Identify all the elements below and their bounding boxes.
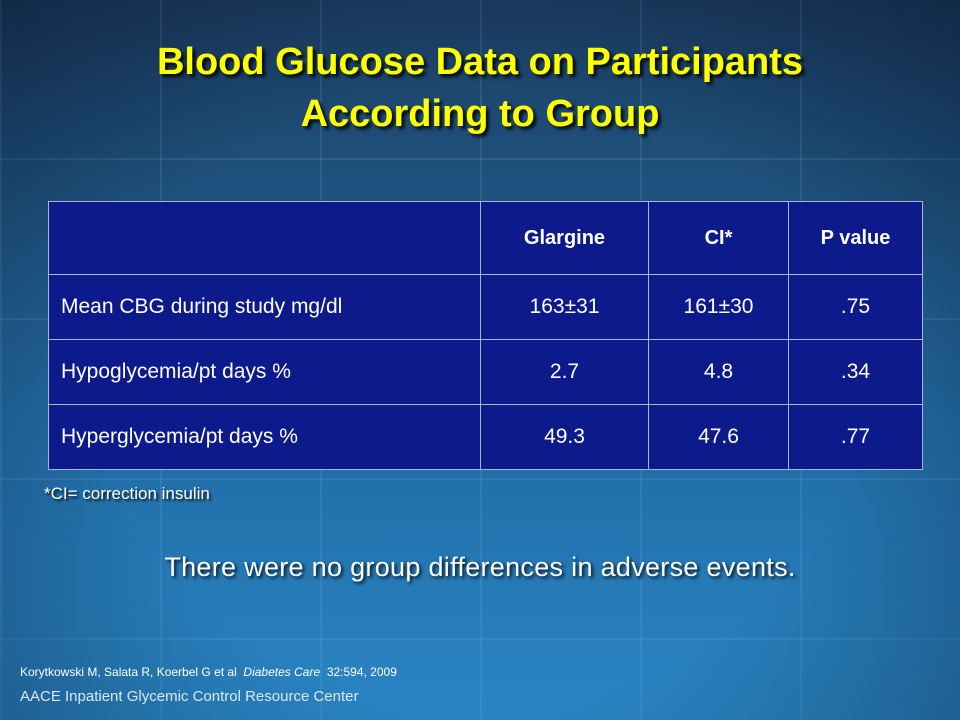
header-ci: CI* (648, 201, 789, 275)
glucose-data-table: Glargine CI* P value Mean CBG during stu… (48, 201, 923, 470)
glargine-value: 49.3 (480, 404, 649, 470)
citation-reference: 32:594, 2009 (326, 665, 397, 679)
title-line-2: According to Group (300, 93, 660, 135)
p-value: .77 (788, 404, 923, 470)
title-line-1: Blood Glucose Data on Participants (156, 41, 804, 83)
table-header-row: Glargine CI* P value (49, 201, 923, 275)
p-value: .34 (788, 339, 923, 405)
header-empty (49, 202, 481, 275)
glargine-value: 2.7 (480, 339, 649, 405)
row-label: Mean CBG during study mg/dl (48, 274, 481, 340)
citation-journal: Diabetes Care (243, 665, 321, 679)
ci-value: 161±30 (648, 274, 789, 340)
table-row: Hyperglycemia/pt days % 49.3 47.6 .77 (48, 404, 923, 470)
ci-value: 47.6 (648, 404, 789, 470)
header-glargine: Glargine (480, 201, 649, 275)
table-row: Hypoglycemia/pt days % 2.7 4.8 .34 (48, 339, 923, 405)
row-label: Hypoglycemia/pt days % (48, 339, 481, 405)
glargine-value: 163±31 (480, 274, 649, 340)
table-row: Mean CBG during study mg/dl 163±31 161±3… (48, 274, 923, 340)
summary-statement: There were no group differences in adver… (164, 552, 796, 582)
citation: Korytkowski M, Salata R, Koerbel G et al… (20, 665, 397, 679)
ci-value: 4.8 (648, 339, 789, 405)
p-value: .75 (788, 274, 923, 340)
footer-organization: AACE Inpatient Glycemic Control Resource… (20, 688, 359, 705)
table-footnote: *CI= correction insulin (44, 484, 210, 503)
row-label: Hyperglycemia/pt days % (48, 404, 481, 470)
header-p-value: P value (788, 201, 923, 275)
slide-title: Blood Glucose Data on Participants Accor… (0, 36, 960, 140)
citation-authors: Korytkowski M, Salata R, Koerbel G et al (20, 665, 237, 679)
